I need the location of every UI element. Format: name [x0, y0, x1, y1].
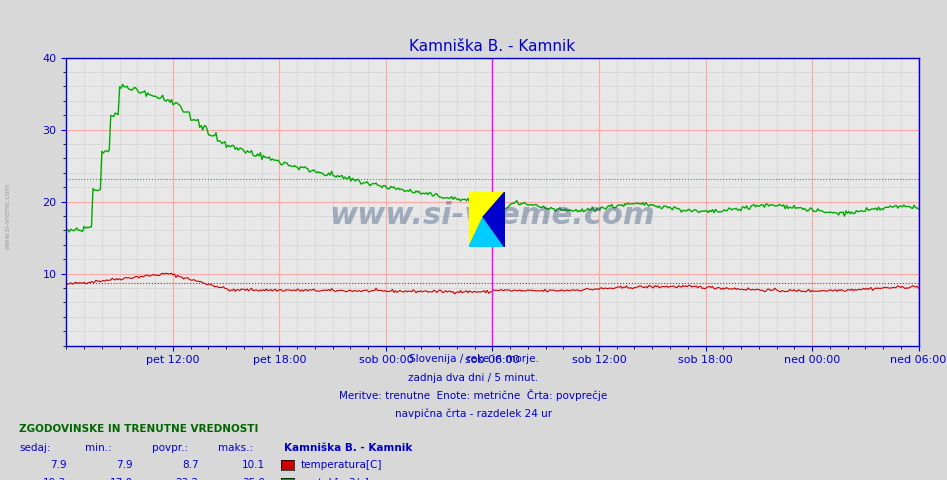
Title: Kamniška B. - Kamnik: Kamniška B. - Kamnik [409, 39, 576, 54]
Text: www.si-vreme.com: www.si-vreme.com [5, 183, 10, 249]
Text: 10.1: 10.1 [242, 460, 265, 470]
Text: zadnja dva dni / 5 minut.: zadnja dva dni / 5 minut. [408, 372, 539, 383]
Text: pretok[m3/s]: pretok[m3/s] [301, 478, 369, 480]
Polygon shape [469, 217, 505, 247]
Text: 7.9: 7.9 [116, 460, 133, 470]
Text: 19.3: 19.3 [43, 478, 66, 480]
Text: 35.9: 35.9 [241, 478, 265, 480]
Text: ZGODOVINSKE IN TRENUTNE VREDNOSTI: ZGODOVINSKE IN TRENUTNE VREDNOSTI [19, 424, 259, 434]
Text: temperatura[C]: temperatura[C] [301, 460, 383, 470]
Text: navpična črta - razdelek 24 ur: navpična črta - razdelek 24 ur [395, 408, 552, 419]
Polygon shape [469, 192, 505, 247]
Text: povpr.:: povpr.: [152, 443, 188, 453]
Text: Slovenija / reke in morje.: Slovenija / reke in morje. [408, 354, 539, 364]
Text: www.si-vreme.com: www.si-vreme.com [330, 202, 655, 230]
Text: maks.:: maks.: [218, 443, 253, 453]
Text: 23.2: 23.2 [175, 478, 199, 480]
Text: min.:: min.: [85, 443, 112, 453]
Text: sedaj:: sedaj: [19, 443, 50, 453]
Text: 17.0: 17.0 [110, 478, 133, 480]
Text: 8.7: 8.7 [182, 460, 199, 470]
Text: 7.9: 7.9 [49, 460, 66, 470]
Polygon shape [483, 192, 505, 247]
Text: Kamniška B. - Kamnik: Kamniška B. - Kamnik [284, 443, 413, 453]
Text: Meritve: trenutne  Enote: metrične  Črta: povprečje: Meritve: trenutne Enote: metrične Črta: … [339, 389, 608, 401]
